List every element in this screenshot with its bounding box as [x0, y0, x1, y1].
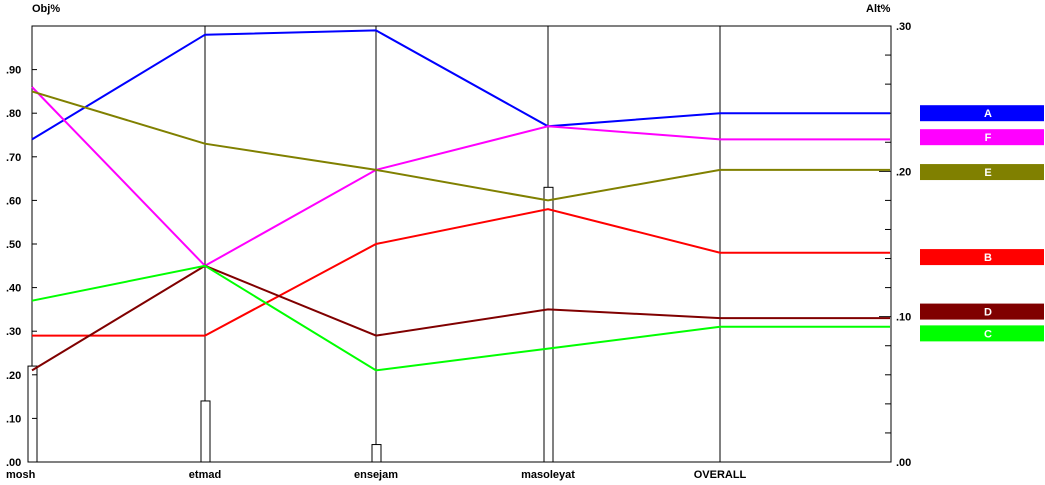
left-tick-label: .90	[6, 65, 21, 77]
legend: AF E B DC	[920, 105, 1044, 342]
legend-swatch-D	[920, 303, 1044, 320]
legend-swatch-E	[920, 164, 1044, 181]
left-tick-label: .40	[6, 283, 21, 295]
x-label-mosh: mosh	[6, 469, 36, 481]
x-label-ensejam: ensejam	[354, 469, 398, 481]
right-axis-ticks: .00 .10 .20 .30	[879, 21, 911, 469]
x-label-masoleyat: masoleyat	[521, 469, 575, 481]
legend-label-C: C	[984, 328, 992, 340]
weight-bar-mosh	[27, 365, 38, 463]
right-tick-label: .20	[896, 166, 911, 178]
legend-swatch-B	[920, 249, 1044, 266]
series-line-C	[31, 264, 890, 372]
legend-swatch-A	[920, 105, 1044, 122]
weight-bar-masoleyat	[543, 186, 554, 463]
series-line-E	[31, 90, 890, 202]
legend-item-E: E	[920, 164, 1044, 181]
series-lines	[31, 29, 890, 372]
legend-item-B: B	[920, 249, 1044, 266]
legend-label-B: B	[984, 252, 992, 264]
legend-item-C: C	[920, 325, 1044, 342]
right-tick-label: .00	[896, 457, 911, 469]
left-tick-label: .80	[6, 108, 21, 120]
x-label-OVERALL: OVERALL	[694, 469, 747, 481]
left-axis-ticks: .00 .10 .20 .30 .40 .50 .60 .70 .80 .90	[6, 65, 37, 469]
right-tick-label: .30	[896, 21, 911, 33]
x-label-etmad: etmad	[189, 469, 221, 481]
legend-label-F: F	[985, 132, 992, 144]
weight-bar-etmad	[200, 400, 211, 463]
left-tick-label: .00	[6, 457, 21, 469]
series-line-F	[31, 86, 890, 268]
legend-item-A: A	[920, 105, 1044, 122]
left-tick-label: .70	[6, 152, 21, 164]
left-tick-label: .30	[6, 326, 21, 338]
series-line-B	[32, 208, 890, 337]
legend-label-A: A	[984, 108, 992, 120]
left-tick-label: .60	[6, 195, 21, 207]
right-tick-label: .10	[896, 312, 911, 324]
legend-item-F: F	[920, 129, 1044, 146]
legend-label-E: E	[984, 167, 991, 179]
left-tick-label: .10	[6, 413, 21, 425]
x-axis-labels: mosh etmad ensejam masoleyat OVERALL	[6, 469, 747, 481]
legend-item-D: D	[920, 303, 1044, 320]
right-axis-label: Alt%	[866, 3, 891, 15]
left-axis-label: Obj%	[32, 3, 60, 15]
plot-frame	[31, 25, 892, 463]
left-tick-label: .20	[6, 370, 21, 382]
series-line-D	[31, 264, 890, 372]
series-line-A	[31, 29, 890, 141]
left-tick-label: .50	[6, 239, 21, 251]
category-gridlines	[204, 26, 721, 462]
legend-swatch-C	[920, 325, 1044, 342]
legend-swatch-F	[920, 129, 1044, 146]
weight-bar-ensejam	[371, 444, 382, 463]
legend-label-D: D	[984, 307, 992, 319]
